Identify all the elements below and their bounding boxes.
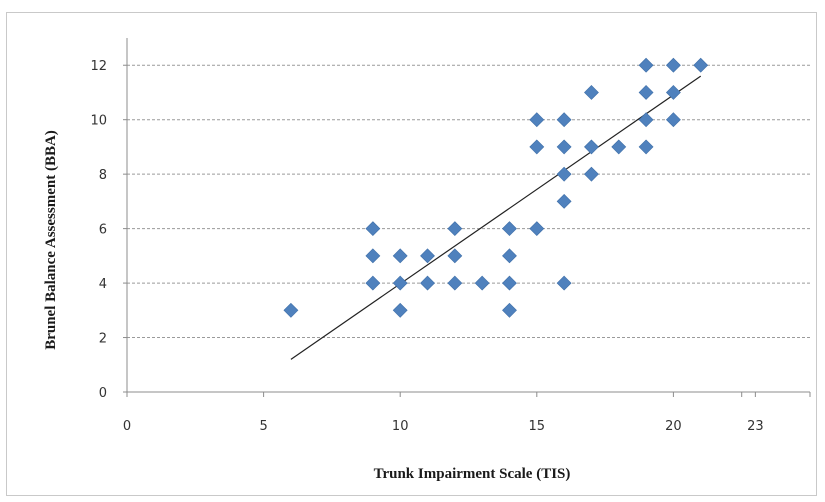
data-point — [693, 57, 709, 73]
y-tick-label: 8 — [99, 168, 107, 183]
data-point — [502, 275, 517, 291]
data-point — [556, 275, 572, 291]
data-point — [392, 248, 408, 264]
data-point — [365, 248, 381, 264]
x-tick-label: 20 — [665, 419, 682, 434]
data-point — [611, 139, 627, 155]
x-tick-label: 5 — [259, 419, 267, 434]
data-point — [365, 275, 381, 291]
data-point — [665, 112, 681, 128]
data-point — [420, 248, 435, 264]
data-point — [502, 302, 517, 318]
data-point — [584, 166, 599, 182]
data-point — [529, 139, 545, 155]
data-point — [502, 221, 517, 237]
data-point — [638, 85, 654, 100]
data-points — [283, 57, 709, 318]
data-point — [502, 248, 517, 264]
data-point — [665, 85, 681, 100]
y-tick-labels: 0 2 4 6 8 10 12 — [90, 59, 127, 401]
y-tick-label: 6 — [99, 223, 107, 238]
x-tick-label: 0 — [123, 419, 131, 434]
data-point — [556, 112, 572, 128]
y-tick-label: 12 — [90, 59, 107, 74]
y-tick-label: 0 — [99, 386, 107, 401]
data-point — [556, 139, 572, 155]
data-point — [392, 302, 408, 318]
y-tick-label: 2 — [99, 332, 107, 347]
data-point — [365, 221, 381, 237]
data-point — [392, 275, 408, 291]
data-point — [638, 57, 654, 73]
trendline — [290, 75, 702, 360]
x-tick-label: 23 — [747, 419, 764, 434]
data-point — [474, 275, 490, 291]
data-point — [447, 221, 463, 237]
gridlines — [127, 64, 810, 339]
y-tick-label: 4 — [99, 277, 107, 292]
y-tick-label: 10 — [90, 114, 107, 129]
x-axis-title: Trunk Impairment Scale (TIS) — [374, 466, 571, 482]
data-point — [447, 275, 463, 291]
x-tick-label: 15 — [529, 419, 546, 434]
data-point — [529, 221, 545, 237]
x-tick-labels: 0 5 10 15 20 23 — [123, 392, 811, 434]
data-point — [584, 85, 599, 100]
data-point — [447, 248, 463, 264]
data-point — [556, 193, 572, 209]
data-point — [529, 112, 545, 128]
y-axis-title: Brunel Balance Assessment (BBA) — [43, 130, 59, 350]
data-point — [584, 139, 599, 155]
data-point — [556, 166, 572, 182]
chart-frame — [6, 12, 817, 496]
data-point — [638, 112, 654, 128]
data-point — [420, 275, 435, 291]
data-point — [665, 57, 681, 73]
data-point — [638, 139, 654, 155]
x-tick-label: 10 — [392, 419, 409, 434]
data-point — [283, 302, 299, 318]
